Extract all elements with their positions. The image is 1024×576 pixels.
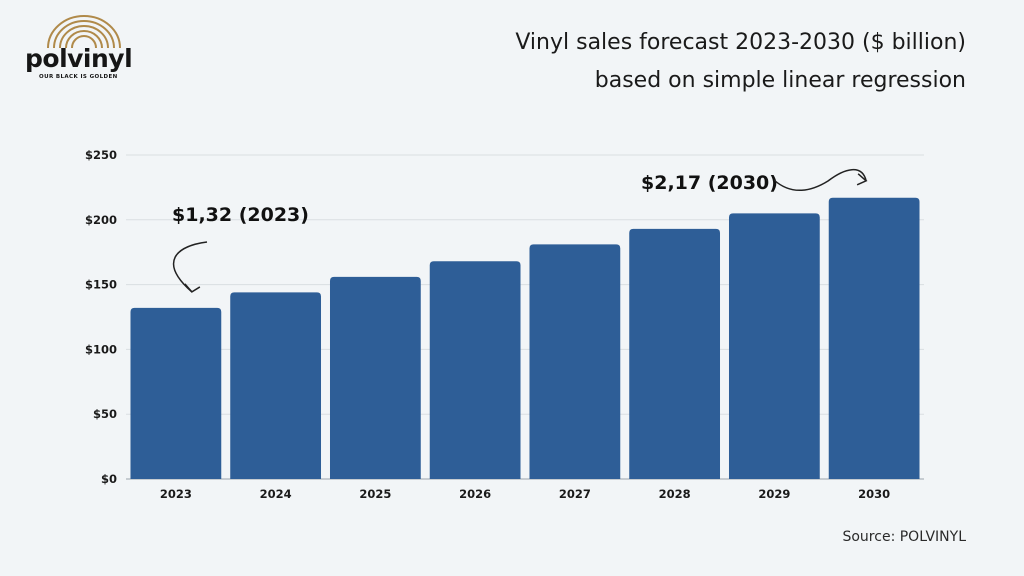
y-tick-label: $100 <box>85 342 117 356</box>
source-note: Source: POLVINYL <box>842 529 966 545</box>
arrowhead <box>856 173 868 186</box>
y-tick-label: $0 <box>101 472 117 486</box>
y-tick-label: $50 <box>93 407 117 421</box>
x-tick-label: 2023 <box>160 487 192 501</box>
x-tick-label: 2024 <box>260 487 292 501</box>
bar <box>629 228 721 479</box>
y-tick-label: $150 <box>85 278 117 292</box>
annotation-label: $2,17 (2030) <box>641 172 778 194</box>
chart-title-line-2: based on simple linear regression <box>594 68 966 93</box>
chart-title-line-1: Vinyl sales forecast 2023-2030 ($ billio… <box>515 30 966 55</box>
x-tick-label: 2026 <box>459 487 491 501</box>
logo-arcs-icon <box>47 15 121 48</box>
x-tick-label: 2028 <box>659 487 691 501</box>
bar <box>429 261 521 479</box>
y-tick-label: $200 <box>85 213 117 227</box>
bar <box>329 276 421 479</box>
bar <box>130 307 222 479</box>
bar <box>828 197 920 479</box>
y-tick-label: $250 <box>85 148 117 162</box>
x-tick-label: 2030 <box>858 487 890 501</box>
x-axis: 2023 2024 2025 2026 2027 2028 2029 2030 <box>160 487 890 501</box>
chart-title: Vinyl sales forecast 2023-2030 ($ billio… <box>515 24 966 100</box>
bar <box>529 244 621 479</box>
logo-wordmark: polvinyl <box>25 44 133 73</box>
x-tick-label: 2029 <box>758 487 790 501</box>
arrowhead <box>184 283 201 293</box>
annotation-arrow <box>172 241 208 293</box>
x-tick-label: 2027 <box>559 487 591 501</box>
logo-tagline: OUR BLACK IS GOLDEN <box>39 74 118 80</box>
annotations: $1,32 (2023) $2,17 (2030) <box>172 168 868 293</box>
logo: polvinyl OUR BLACK IS GOLDEN <box>22 14 146 86</box>
x-tick-label: 2025 <box>359 487 391 501</box>
bar <box>230 292 322 479</box>
bars <box>130 197 920 479</box>
bar <box>728 213 820 479</box>
annotation-arrow <box>773 168 867 191</box>
annotation-label: $1,32 (2023) <box>172 204 309 226</box>
y-axis: $0 $50 $100 $150 $200 $250 <box>85 148 117 486</box>
